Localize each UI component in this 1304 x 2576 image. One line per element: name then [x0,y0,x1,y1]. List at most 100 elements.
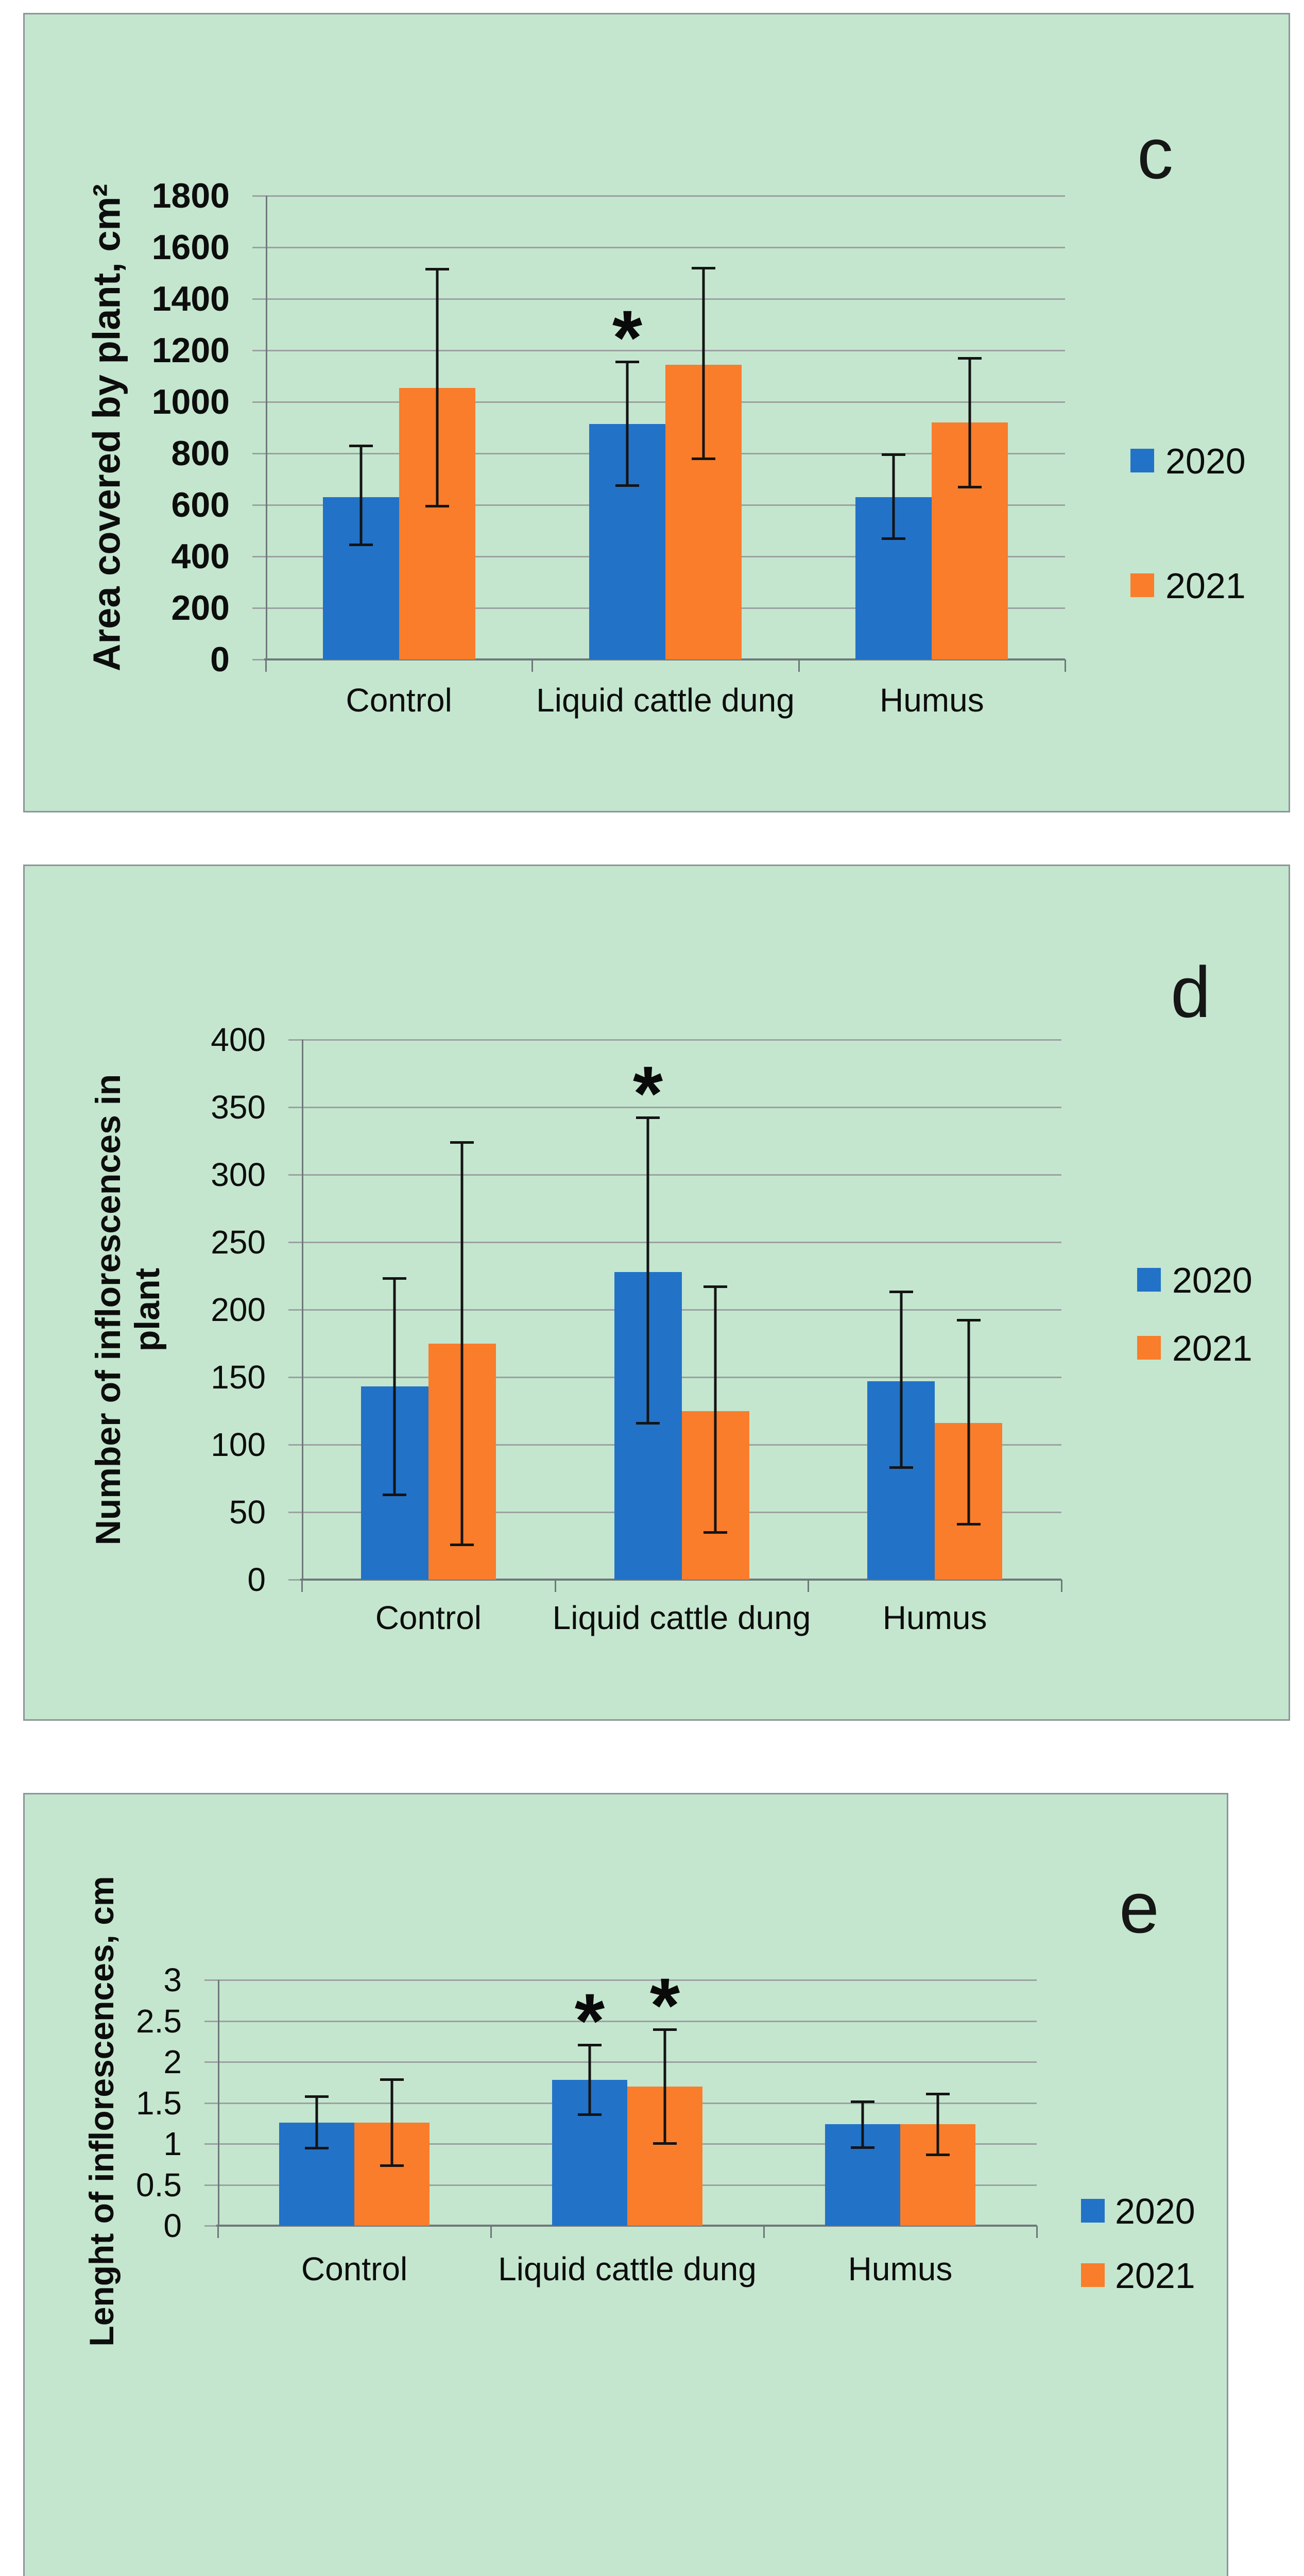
error-bar-cap-top [704,1285,727,1288]
y-axis-tick [252,607,266,609]
y-tick-label: 1200 [151,331,230,370]
error-bar-2021-liquid-cattle-dung [653,2028,677,2145]
legend-label-2021: 2021 [1165,566,1246,606]
error-bar-line [359,444,363,546]
y-axis-tick [252,298,266,300]
error-bar-cap-top [450,1141,474,1144]
error-bar-2020-humus [882,453,906,540]
gridline [302,1174,1061,1176]
error-bar-cap-top [636,1116,660,1120]
legend-swatch-2020 [1081,2199,1105,2223]
y-axis-line [302,1040,303,1580]
error-bar-line [460,1141,464,1546]
x-axis-tick [1036,2226,1038,2238]
x-axis-line [216,2225,1037,2227]
y-tick-label: 0.5 [136,2166,182,2204]
plot-area: 3 2.5 2 1.5 1 0.5 0 Control Liquid cattle dung Hu… [136,1961,1038,2287]
gridline [218,1979,1037,1981]
error-bar-line [702,266,705,460]
error-bar-2021-humus [958,357,982,488]
significance-asterisk: * [632,1050,663,1137]
y-tick-label: 400 [211,1021,266,1058]
legend-label-2021: 2021 [1172,1328,1252,1368]
chart-panel-d: d Number of inflorescences in plant 400 350… [23,865,1290,1721]
error-bar-cap-top [958,357,982,360]
x-axis-line [264,658,1065,660]
y-axis-tick [204,2225,218,2227]
error-bar-cap-top [692,266,715,269]
legend-label-2021: 2021 [1115,2256,1195,2296]
x-category-label-control: Control [346,682,452,719]
error-bar-cap-top [578,2044,602,2047]
gridline [302,1309,1061,1311]
error-bar-cap-top [851,2100,874,2103]
y-tick-label: 200 [211,1291,266,1328]
legend-label-2020: 2020 [1115,2191,1195,2231]
error-bar-line [436,268,439,507]
y-axis-tick [252,350,266,351]
y-axis-tick [288,1107,302,1108]
error-bar-line [714,1285,717,1534]
y-tick-label: 1800 [151,176,230,215]
error-bar-cap-bottom [926,2153,950,2156]
y-tick-label: 2.5 [136,2002,182,2040]
error-bar-cap-bottom [851,2146,874,2149]
error-bar-cap-top [425,268,449,270]
error-bar-cap-top [653,2028,677,2031]
x-axis-tick [301,1580,303,1592]
gridline [218,2061,1037,2063]
y-axis-tick [204,2184,218,2186]
error-bar-cap-bottom [450,1543,474,1546]
significance-asterisk: * [612,294,643,381]
error-bar-cap-bottom [692,457,715,460]
error-bar-cap-bottom [305,2147,329,2150]
error-bar-cap-top [349,444,373,447]
y-tick-label: 1600 [151,228,230,267]
chart-panel-e: e Lenght of inflorescences, cm 3 2.5 2 1.5 1 0.… [23,1793,1228,2576]
x-axis-tick [1061,1580,1062,1592]
error-bar-cap-top [926,2093,950,2096]
error-bar-cap-bottom [383,1493,407,1496]
significance-asterisk: * [649,1961,680,2048]
panel-letter: c [1137,113,1173,194]
error-bar-line [968,357,971,488]
x-axis-tick [531,659,534,672]
x-category-label-humus: Humus [882,1599,987,1636]
y-axis-tick [288,1242,302,1243]
significance-asterisk: * [574,1977,605,2064]
error-bar-line [646,1116,649,1425]
error-bar-line [892,453,895,540]
gridline [266,298,1065,300]
y-axis-line [218,1980,219,2226]
x-category-label-liquid-cattle-dung: Liquid cattle dung [536,682,795,719]
error-bar-line [390,2078,393,2167]
x-category-label-liquid-cattle-dung: Liquid cattle dung [552,1599,811,1636]
chart-panel-c: c Area covered by plant, cm² 1800 1600 1400 1… [23,13,1290,812]
x-category-label-humus: Humus [879,682,984,719]
x-axis-tick [808,1580,810,1592]
gridline [302,1039,1061,1041]
y-axis-tick [204,2102,218,2104]
y-axis-tick [252,556,266,557]
error-bar-cap-bottom [425,505,449,507]
y-axis-line [266,196,267,659]
y-axis-tick [288,1512,302,1513]
x-category-label-liquid-cattle-dung: Liquid cattle dung [498,2250,757,2287]
gridline [266,350,1065,351]
error-bar-line [315,2095,318,2150]
error-bar-cap-top [383,1277,407,1280]
y-axis-tick [252,453,266,454]
error-bar-line [936,2093,939,2156]
error-bar-2021-control [450,1141,474,1546]
y-axis-tick [288,1377,302,1378]
error-bar-2020-liquid-cattle-dung [578,2044,602,2116]
x-axis-tick [217,2226,219,2238]
plot-area: 400 350 300 250 200 150 100 50 0 Control Liquid ca… [211,1021,1062,1636]
gridline [266,195,1065,197]
y-axis-tick [288,1174,302,1176]
error-bar-2021-control [425,268,449,507]
plot-area: 1800 1600 1400 1200 1000 800 600 400 200 0 Control… [152,176,1066,719]
y-axis-tick [204,2143,218,2145]
error-bar-cap-top [882,453,906,456]
error-bar-cap-bottom [578,2113,602,2116]
